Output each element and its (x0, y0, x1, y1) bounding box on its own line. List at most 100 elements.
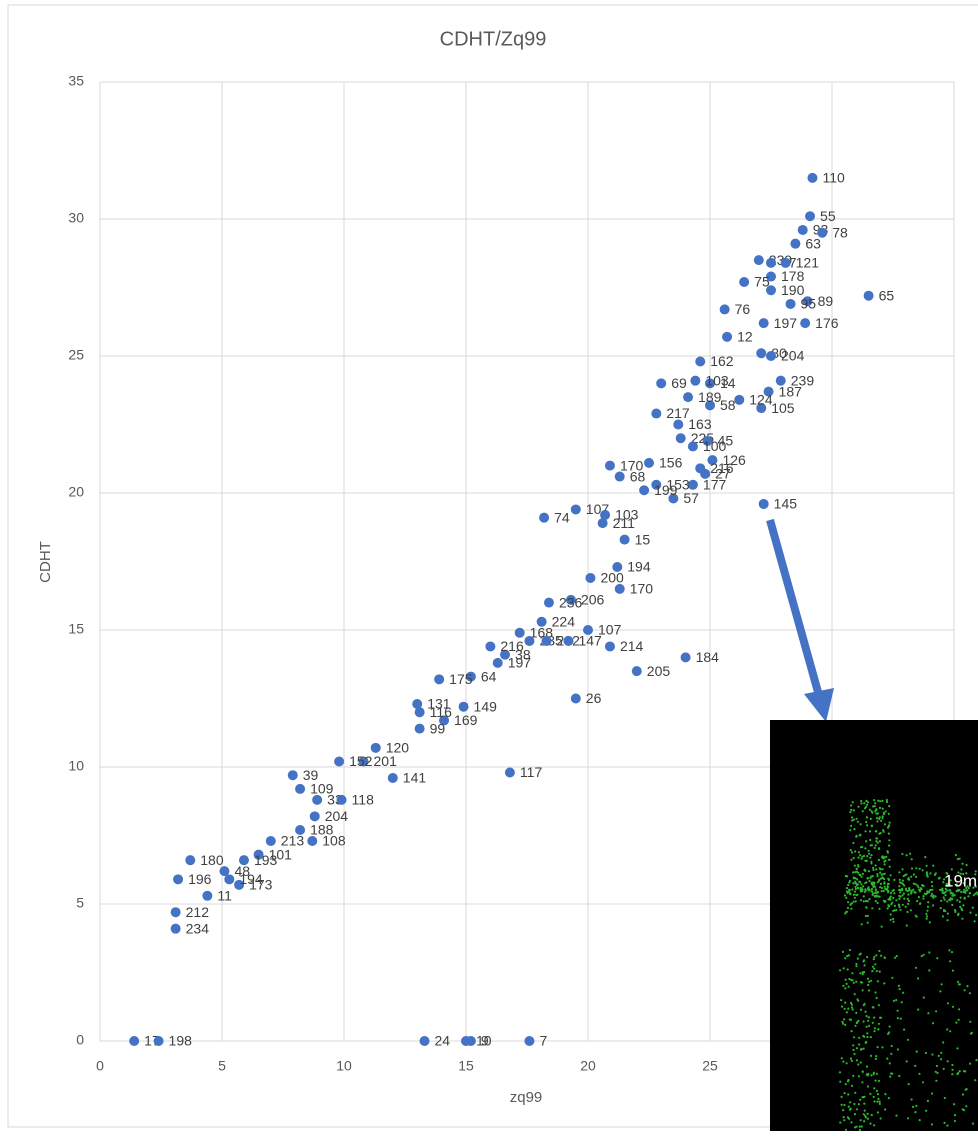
cloud-dot (954, 910, 957, 914)
point (307, 835, 318, 846)
cloud-dot (910, 858, 913, 861)
cloud-dot (851, 819, 854, 822)
cloud-dot (877, 1004, 881, 1007)
cloud-dot (956, 1047, 959, 1050)
point (336, 794, 347, 805)
cloud-dot (943, 1096, 946, 1100)
y-tick-label: 30 (68, 210, 84, 226)
cloud-dot (900, 1001, 903, 1004)
cloud-dot (852, 1074, 855, 1077)
point-label: 216 (500, 638, 524, 654)
point-label: 118 (352, 792, 375, 808)
cloud-dot (939, 907, 942, 910)
cloud-dot (946, 919, 949, 922)
point-label: 201 (374, 753, 398, 769)
cloud-dot (874, 963, 877, 966)
x-tick-label: 0 (96, 1058, 104, 1074)
cloud-dot (910, 867, 914, 870)
cloud-dot (881, 1046, 884, 1049)
cloud-dot (874, 895, 877, 898)
cloud-dot (965, 1105, 968, 1108)
cloud-dot (945, 889, 948, 892)
cloud-dot (973, 920, 976, 923)
cloud-dot (907, 899, 911, 903)
cloud-dot (859, 890, 862, 893)
cloud-dot (902, 991, 905, 994)
cloud-dot (873, 1016, 876, 1019)
cloud-dot (848, 977, 851, 981)
point (504, 767, 515, 778)
cloud-dot (909, 909, 912, 912)
cloud-dot (863, 854, 866, 858)
point (797, 224, 808, 235)
cloud-dot (888, 1062, 891, 1065)
cloud-dot (936, 1071, 939, 1075)
cloud-dot (850, 804, 853, 807)
cloud-dot (865, 820, 868, 824)
cloud-dot (840, 1103, 843, 1106)
cloud-dot (946, 1028, 949, 1031)
cloud-dot (878, 949, 881, 953)
cloud-dot (839, 969, 842, 972)
point (651, 479, 662, 490)
point (170, 907, 181, 918)
cloud-dot (926, 905, 930, 908)
cloud-dot (908, 889, 911, 892)
point-label: 239 (791, 372, 815, 388)
cloud-dot (859, 1119, 862, 1122)
cloud-dot (845, 1011, 848, 1014)
point-label: 105 (771, 400, 795, 416)
cloud-dot (927, 1012, 930, 1015)
cloud-dot (910, 1098, 913, 1101)
cloud-dot (849, 849, 852, 852)
cloud-dot (883, 982, 886, 985)
cloud-dot (870, 860, 873, 863)
cloud-dot (875, 1072, 879, 1075)
cloud-dot (845, 1062, 848, 1065)
cloud-dot (915, 867, 918, 870)
cloud-dot (907, 877, 910, 880)
cloud-dot (892, 896, 895, 900)
cloud-dot (851, 1008, 854, 1011)
cloud-dot (869, 838, 872, 842)
cloud-dot (964, 1070, 967, 1073)
cloud-dot (858, 1125, 861, 1128)
point-label: 14 (720, 375, 736, 391)
cloud-dot (863, 1102, 866, 1105)
cloud-dot (944, 910, 947, 913)
cloud-dot (958, 983, 961, 986)
cloud-dot (930, 892, 934, 895)
cloud-dot (868, 1024, 871, 1027)
point (358, 756, 369, 767)
cloud-dot (870, 1113, 873, 1117)
cloud-dot (889, 892, 893, 895)
cloud-dot (907, 893, 910, 896)
cloud-dot (917, 1008, 920, 1011)
cloud-dot (860, 923, 863, 926)
cloud-dot (864, 888, 867, 891)
cloud-dot (841, 950, 845, 954)
point-label: 48 (234, 863, 250, 879)
cloud-dot (855, 1108, 859, 1111)
cloud-dot (851, 801, 854, 804)
cloud-dot (869, 979, 873, 982)
cloud-dot (870, 1074, 873, 1077)
cloud-dot (853, 1113, 857, 1116)
point-label: 78 (832, 224, 848, 240)
cloud-dot (864, 859, 867, 862)
cloud-dot (866, 921, 869, 924)
point (153, 1036, 164, 1046)
point-label: 214 (620, 638, 644, 654)
cloud-dot (852, 981, 855, 984)
cloud-dot (884, 887, 887, 891)
cloud-dot (863, 1109, 866, 1112)
point (756, 348, 767, 359)
cloud-dot (960, 890, 963, 894)
cloud-dot (876, 1046, 879, 1049)
cloud-dot (876, 841, 879, 844)
cloud-dot (856, 820, 860, 823)
cloud-dot (956, 1073, 959, 1076)
point (673, 419, 684, 430)
cloud-dot (940, 983, 943, 986)
point-label: 199 (654, 482, 678, 498)
